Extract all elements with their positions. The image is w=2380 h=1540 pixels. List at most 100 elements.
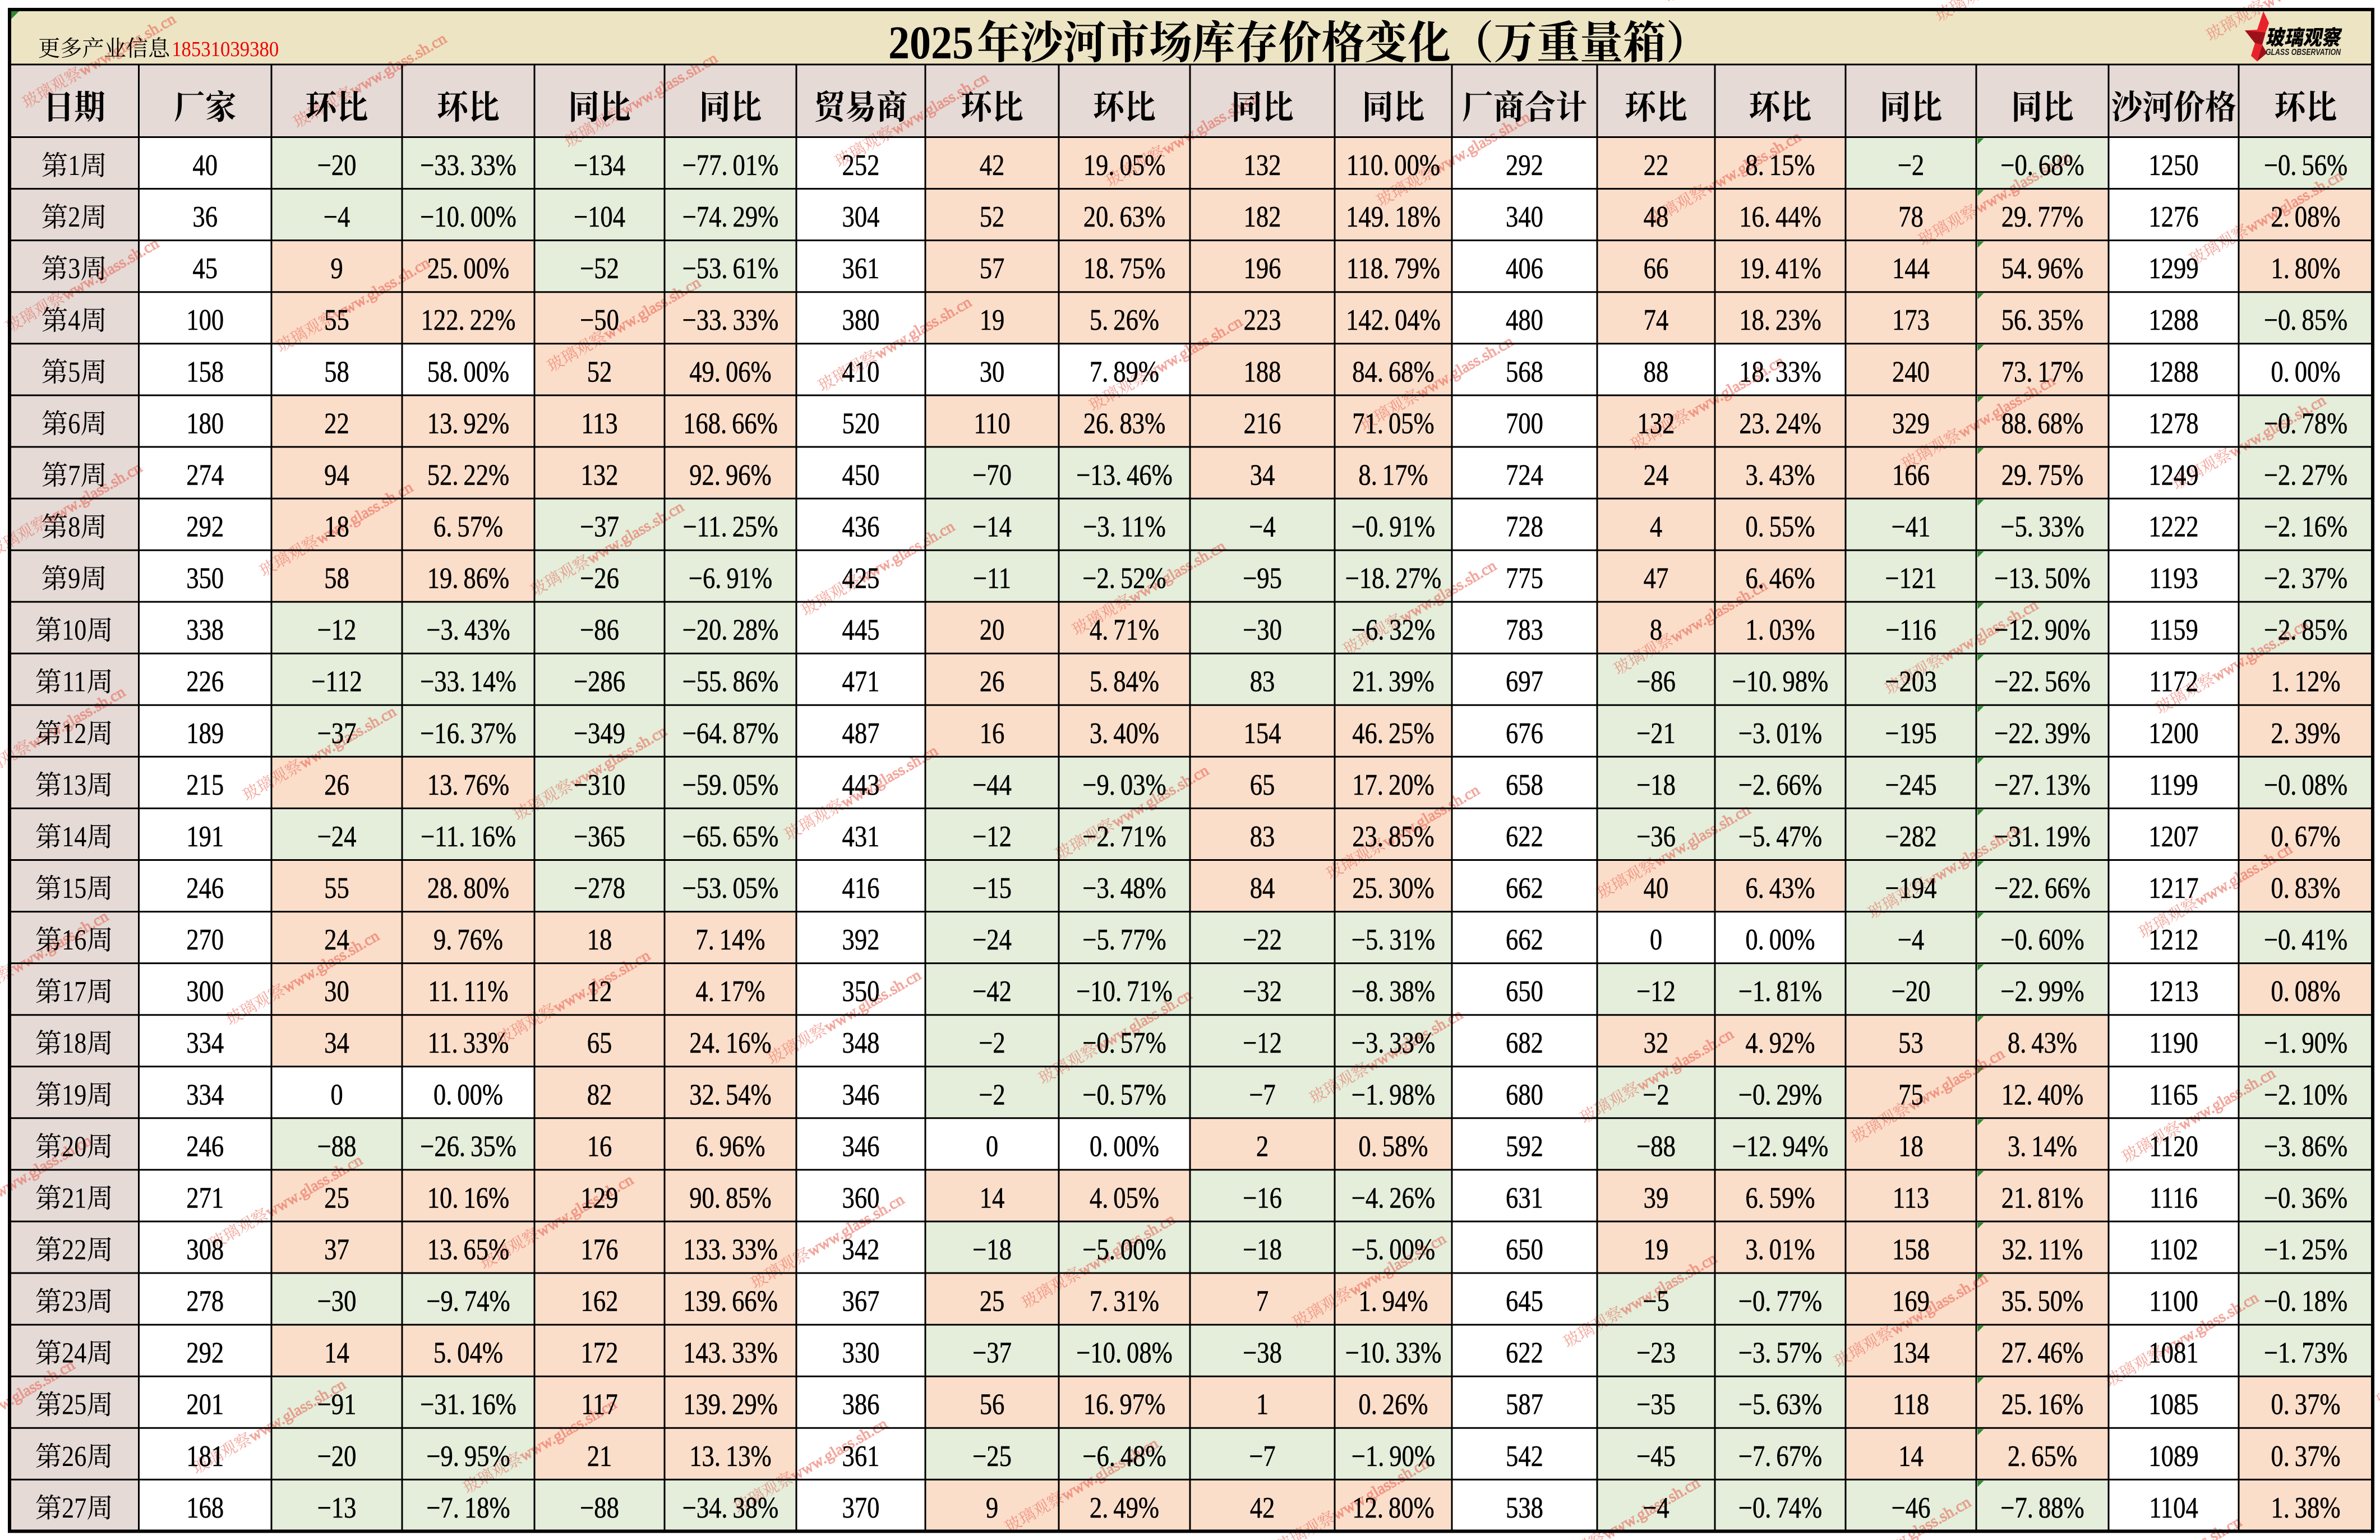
svg-text:71. 05%: 71. 05% — [1352, 407, 1435, 440]
svg-text:3: 3 — [68, 253, 80, 285]
svg-text:−10. 71%: −10. 71% — [1076, 975, 1173, 1008]
svg-text:436: 436 — [842, 510, 880, 543]
svg-text:24: 24 — [62, 1337, 86, 1369]
svg-text:7. 89%: 7. 89% — [1090, 356, 1159, 388]
svg-text:−6. 32%: −6. 32% — [1352, 614, 1435, 646]
svg-text:1. 94%: 1. 94% — [1358, 1285, 1428, 1317]
svg-text:−2. 85%: −2. 85% — [2264, 614, 2347, 646]
svg-text:52. 22%: 52. 22% — [427, 459, 510, 491]
svg-text:1299: 1299 — [2148, 252, 2198, 285]
svg-text:53: 53 — [1898, 1027, 1924, 1059]
svg-text:1120: 1120 — [2149, 1130, 2198, 1163]
svg-text:9: 9 — [68, 562, 80, 594]
svg-text:−22. 66%: −22. 66% — [1994, 872, 2091, 905]
svg-text:16: 16 — [587, 1130, 612, 1163]
svg-text:9: 9 — [330, 252, 343, 285]
svg-text:−53. 05%: −53. 05% — [682, 872, 779, 905]
svg-text:14: 14 — [62, 821, 86, 853]
svg-text:568: 568 — [1506, 356, 1543, 388]
svg-text:23. 85%: 23. 85% — [1352, 820, 1435, 853]
svg-text:−104: −104 — [574, 201, 625, 233]
svg-text:−0. 56%: −0. 56% — [2264, 149, 2347, 182]
svg-text:0: 0 — [1650, 924, 1662, 956]
svg-text:274: 274 — [186, 459, 224, 491]
svg-text:173: 173 — [1892, 304, 1930, 336]
svg-text:6: 6 — [68, 408, 80, 440]
svg-text:5. 26%: 5. 26% — [1090, 304, 1159, 336]
svg-text:338: 338 — [186, 614, 224, 646]
svg-text:1. 38%: 1. 38% — [2271, 1491, 2340, 1524]
svg-text:−70: −70 — [972, 459, 1012, 491]
svg-text:−32: −32 — [1243, 975, 1282, 1008]
svg-text:−21: −21 — [1636, 717, 1676, 749]
svg-text:350: 350 — [842, 975, 880, 1008]
svg-text:538: 538 — [1506, 1491, 1543, 1524]
svg-text:340: 340 — [1506, 201, 1543, 233]
svg-text:−4: −4 — [1643, 1491, 1669, 1524]
svg-text:8. 17%: 8. 17% — [1358, 459, 1428, 491]
svg-text:292: 292 — [1506, 149, 1543, 182]
svg-text:7: 7 — [1256, 1285, 1269, 1317]
svg-text:19: 19 — [980, 304, 1005, 336]
svg-text:−2: −2 — [1643, 1078, 1669, 1111]
svg-text:−195: −195 — [1885, 717, 1936, 749]
svg-text:88. 68%: 88. 68% — [2001, 407, 2084, 440]
svg-text:55: 55 — [324, 872, 349, 905]
svg-text:−0. 68%: −0. 68% — [2000, 149, 2084, 182]
svg-text:11. 11%: 11. 11% — [428, 975, 508, 1008]
svg-text:6. 57%: 6. 57% — [433, 510, 503, 543]
svg-text:520: 520 — [842, 407, 880, 440]
svg-text:−310: −310 — [574, 769, 625, 801]
svg-text:622: 622 — [1506, 1336, 1543, 1369]
svg-text:144: 144 — [1892, 252, 1930, 285]
svg-text:6. 46%: 6. 46% — [1745, 562, 1815, 594]
svg-text:334: 334 — [186, 1027, 224, 1059]
svg-text:−1. 90%: −1. 90% — [2264, 1027, 2347, 1059]
svg-text:162: 162 — [581, 1285, 619, 1317]
svg-text:−33. 33%: −33. 33% — [682, 304, 779, 336]
svg-text:−22. 56%: −22. 56% — [1994, 665, 2091, 698]
svg-text:−77. 01%: −77. 01% — [682, 149, 779, 182]
svg-text:58. 00%: 58. 00% — [427, 356, 510, 388]
svg-text:158: 158 — [186, 356, 224, 388]
svg-text:410: 410 — [842, 356, 880, 388]
svg-text:−11: −11 — [973, 562, 1011, 594]
svg-text:49. 06%: 49. 06% — [689, 356, 772, 388]
svg-text:−278: −278 — [574, 872, 625, 905]
svg-text:32: 32 — [1644, 1027, 1669, 1059]
svg-text:−30: −30 — [317, 1285, 357, 1317]
svg-text:1: 1 — [68, 150, 80, 182]
svg-text:406: 406 — [1506, 252, 1543, 285]
svg-text:−3. 11%: −3. 11% — [1083, 510, 1166, 543]
svg-text:−2. 16%: −2. 16% — [2264, 510, 2347, 543]
svg-text:−27. 13%: −27. 13% — [1994, 769, 2091, 801]
svg-text:1193: 1193 — [2149, 562, 2198, 594]
svg-text:−16. 37%: −16. 37% — [420, 717, 516, 749]
svg-text:−42: −42 — [972, 975, 1012, 1008]
svg-text:6. 43%: 6. 43% — [1745, 872, 1815, 905]
svg-text:1217: 1217 — [2148, 872, 2198, 905]
svg-text:1104: 1104 — [2149, 1491, 2198, 1524]
svg-text:−74. 29%: −74. 29% — [682, 201, 779, 233]
svg-text:416: 416 — [842, 872, 880, 905]
svg-text:1. 12%: 1. 12% — [2271, 665, 2340, 698]
svg-text:1085: 1085 — [2148, 1388, 2198, 1421]
svg-text:4. 71%: 4. 71% — [1090, 614, 1159, 646]
svg-text:154: 154 — [1244, 717, 1281, 749]
svg-text:1249: 1249 — [2148, 459, 2198, 491]
svg-text:1212: 1212 — [2148, 924, 2198, 956]
svg-text:15: 15 — [62, 873, 86, 905]
svg-text:189: 189 — [186, 717, 224, 749]
svg-text:−88: −88 — [317, 1130, 357, 1163]
svg-text:−3. 01%: −3. 01% — [1738, 717, 1822, 749]
svg-text:7. 31%: 7. 31% — [1090, 1285, 1159, 1317]
svg-text:22: 22 — [62, 1234, 86, 1266]
svg-text:2. 39%: 2. 39% — [2271, 717, 2340, 749]
svg-text:10. 16%: 10. 16% — [427, 1182, 510, 1214]
svg-text:84: 84 — [1250, 872, 1275, 905]
svg-text:25. 00%: 25. 00% — [427, 252, 510, 285]
svg-text:−203: −203 — [1885, 665, 1936, 698]
svg-text:176: 176 — [581, 1233, 619, 1266]
svg-text:−5. 77%: −5. 77% — [1082, 924, 1166, 956]
svg-text:480: 480 — [1506, 304, 1543, 336]
